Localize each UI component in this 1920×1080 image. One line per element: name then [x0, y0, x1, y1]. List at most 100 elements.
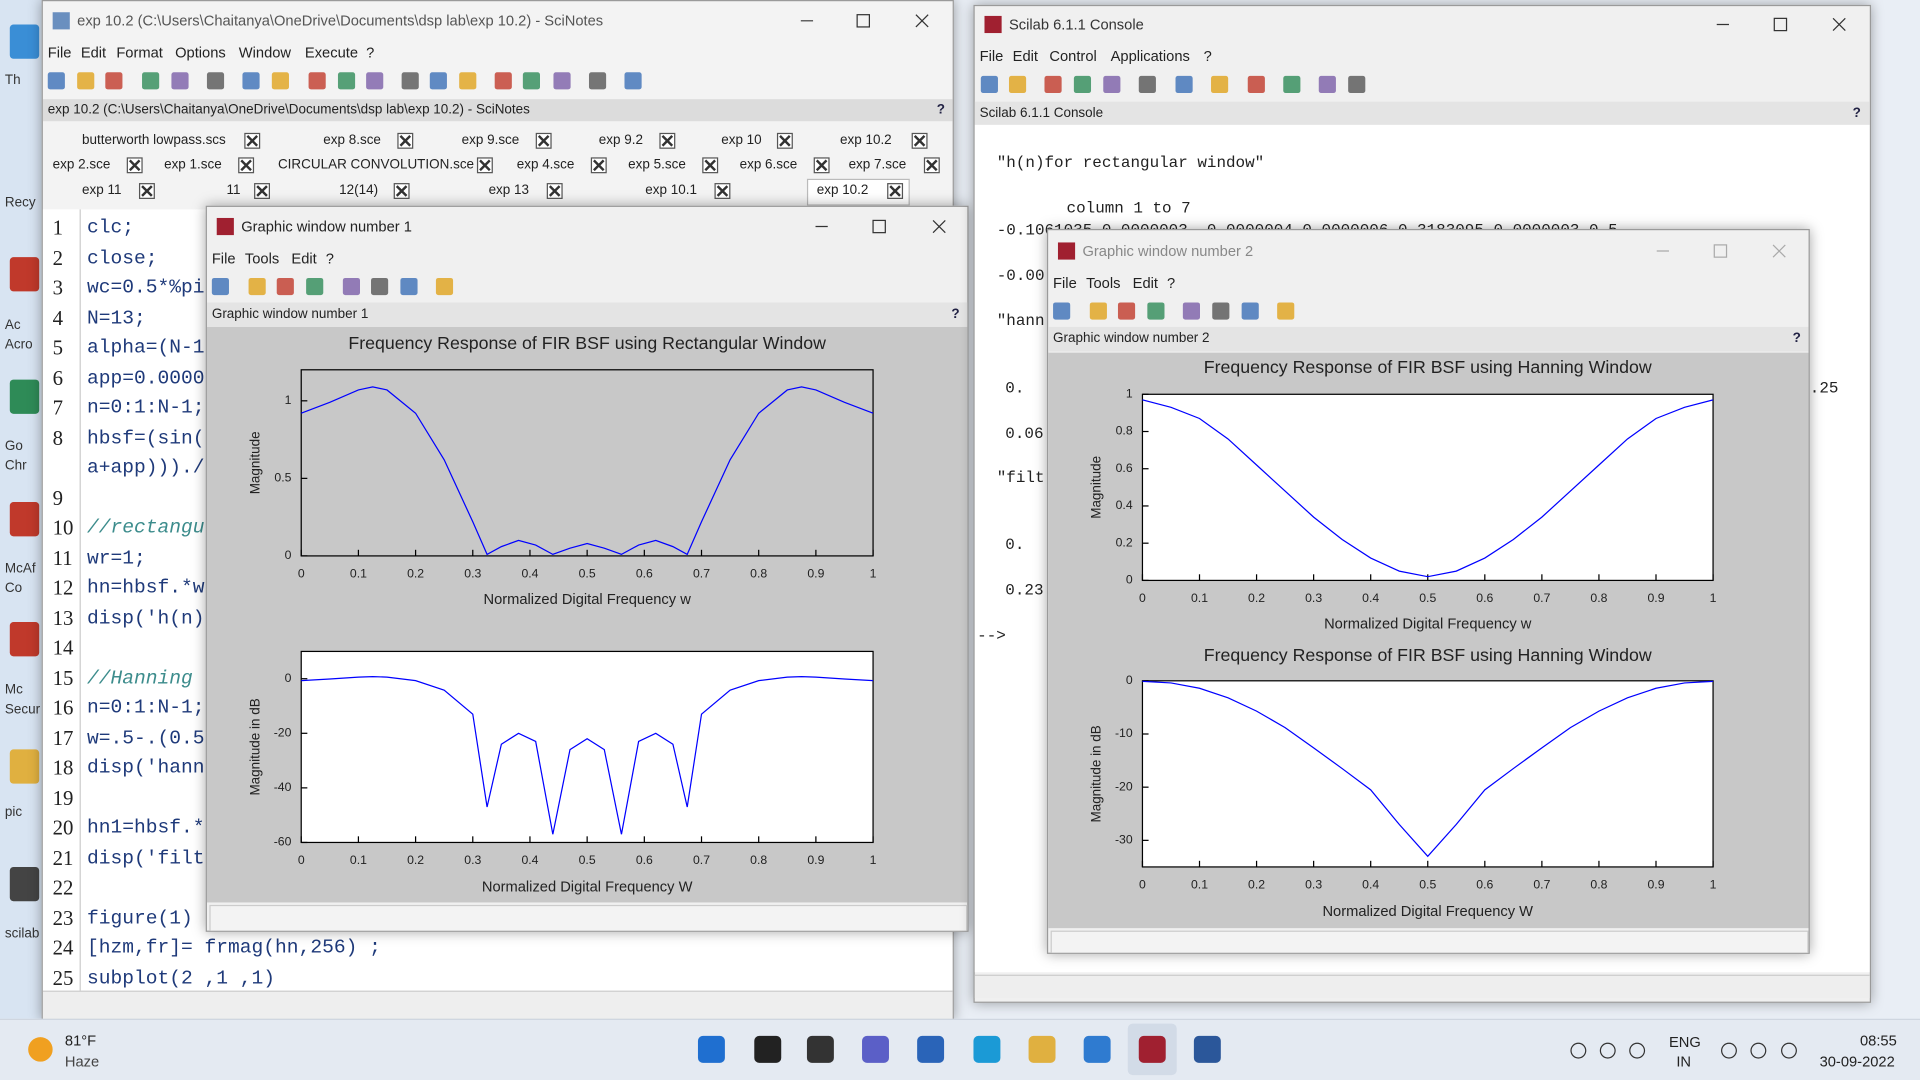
- menu-item[interactable]: Control: [1049, 47, 1097, 65]
- toolbar-button[interactable]: [1136, 73, 1158, 95]
- toolbar-button[interactable]: [103, 70, 125, 92]
- editor-tab[interactable]: exp 10.1: [645, 183, 697, 198]
- toolbar-button[interactable]: [1042, 73, 1064, 95]
- menu-item[interactable]: ?: [366, 44, 375, 62]
- tab-close[interactable]: [397, 132, 414, 149]
- tab-close[interactable]: [535, 132, 552, 149]
- tab-close[interactable]: [813, 157, 830, 174]
- tab-close[interactable]: [393, 182, 410, 199]
- toolbar-button[interactable]: [1210, 300, 1232, 322]
- toolbar-button[interactable]: [204, 70, 226, 92]
- menu-item[interactable]: File: [979, 47, 1004, 65]
- toolbar-button[interactable]: [364, 70, 386, 92]
- editor-tab[interactable]: exp 9.sce: [461, 132, 520, 148]
- toolbar-button[interactable]: [1071, 73, 1093, 95]
- menu-item[interactable]: Format: [116, 44, 163, 62]
- menu-item[interactable]: ?: [325, 249, 334, 267]
- editor-tab[interactable]: exp 10.2: [816, 183, 869, 198]
- tab-close[interactable]: [714, 182, 731, 199]
- window-controls[interactable]: [795, 9, 942, 33]
- toolbar-button[interactable]: [169, 70, 191, 92]
- toolbar-button[interactable]: [427, 70, 449, 92]
- editor-tab[interactable]: exp 13: [488, 183, 530, 198]
- toolbar-button[interactable]: [1180, 300, 1202, 322]
- toolbar-button[interactable]: [140, 70, 162, 92]
- editor-tab[interactable]: exp 6.sce: [739, 157, 798, 173]
- toolbar-button[interactable]: [1101, 73, 1123, 95]
- toolbar-button[interactable]: [1145, 300, 1167, 322]
- editor-tab[interactable]: exp 10: [721, 132, 762, 148]
- toolbar-button[interactable]: [1007, 73, 1029, 95]
- toolbar-button[interactable]: [520, 70, 542, 92]
- editor-tab[interactable]: exp 11: [82, 183, 122, 198]
- toolbar-button[interactable]: [1173, 73, 1195, 95]
- toolbar-button[interactable]: [1239, 300, 1261, 322]
- toolbar-button[interactable]: [433, 276, 455, 298]
- toolbar-button[interactable]: [75, 70, 97, 92]
- toolbar-button[interactable]: [1346, 73, 1368, 95]
- editor-tab[interactable]: exp 10.2: [840, 132, 892, 148]
- editor-tab[interactable]: CIRCULAR CONVOLUTION.sce: [277, 157, 475, 173]
- toolbar-button[interactable]: [399, 70, 421, 92]
- tab-close[interactable]: [702, 157, 719, 174]
- toolbar-button[interactable]: [336, 70, 358, 92]
- toolbar-button[interactable]: [622, 70, 644, 92]
- toolbar-button[interactable]: [587, 70, 609, 92]
- toolbar-button[interactable]: [304, 276, 326, 298]
- tab-close[interactable]: [238, 157, 255, 174]
- tab-close[interactable]: [923, 157, 940, 174]
- menu-item[interactable]: Applications: [1110, 47, 1190, 65]
- toolbar-button[interactable]: [45, 70, 67, 92]
- menu-item[interactable]: ?: [1166, 274, 1176, 292]
- window-controls[interactable]: [1651, 239, 1798, 263]
- menu-item[interactable]: Edit: [80, 44, 107, 62]
- menu-item[interactable]: File: [1053, 274, 1077, 292]
- toolbar-button[interactable]: [269, 70, 291, 92]
- window-controls[interactable]: [809, 214, 956, 238]
- editor-tab[interactable]: exp 9.2: [598, 132, 643, 148]
- menu-item[interactable]: Edit: [291, 249, 317, 267]
- toolbar-button[interactable]: [1316, 73, 1338, 95]
- toolbar-button[interactable]: [240, 70, 262, 92]
- editor-tab[interactable]: exp 2.sce: [52, 157, 111, 173]
- toolbar-button[interactable]: [1087, 300, 1109, 322]
- menu-item[interactable]: File: [47, 44, 72, 62]
- toolbar-button[interactable]: [978, 73, 1000, 95]
- window-controls[interactable]: [1711, 12, 1858, 36]
- tab-close[interactable]: [659, 132, 676, 149]
- toolbar-button[interactable]: [1281, 73, 1303, 95]
- menu-item[interactable]: Execute: [304, 44, 358, 62]
- toolbar-button[interactable]: [369, 276, 391, 298]
- tab-close[interactable]: [590, 157, 607, 174]
- menu-item[interactable]: Options: [175, 44, 226, 62]
- toolbar-button[interactable]: [1209, 73, 1231, 95]
- toolbar-button[interactable]: [1275, 300, 1297, 322]
- toolbar-button[interactable]: [306, 70, 328, 92]
- menu-item[interactable]: Tools: [244, 249, 280, 267]
- editor-tab[interactable]: exp 1.sce: [164, 157, 222, 173]
- editor-tab[interactable]: exp 4.sce: [516, 157, 575, 173]
- toolbar-button[interactable]: [1116, 300, 1138, 322]
- tab-close[interactable]: [887, 182, 904, 199]
- menu-item[interactable]: Edit: [1132, 274, 1158, 292]
- menu-item[interactable]: File: [211, 249, 236, 267]
- tab-close[interactable]: [126, 157, 143, 174]
- menu-item[interactable]: ?: [1203, 47, 1212, 65]
- menu-item[interactable]: Edit: [1012, 47, 1038, 65]
- toolbar-button[interactable]: [1051, 300, 1073, 322]
- menu-item[interactable]: Window: [238, 44, 292, 62]
- editor-tab[interactable]: 11: [226, 183, 241, 198]
- toolbar-button[interactable]: [492, 70, 514, 92]
- editor-tab[interactable]: exp 5.sce: [628, 157, 686, 173]
- toolbar-button[interactable]: [340, 276, 362, 298]
- editor-tab[interactable]: butterworth lowpass.scs: [82, 132, 226, 148]
- toolbar-button[interactable]: [1245, 73, 1267, 95]
- toolbar-button[interactable]: [246, 276, 268, 298]
- editor-tab[interactable]: exp 8.sce: [323, 132, 381, 148]
- tab-close[interactable]: [253, 182, 271, 199]
- toolbar-button[interactable]: [551, 70, 573, 92]
- editor-tab[interactable]: 12(14): [339, 183, 379, 198]
- toolbar-button[interactable]: [209, 276, 231, 298]
- tab-close[interactable]: [911, 132, 928, 149]
- tab-close[interactable]: [546, 182, 563, 199]
